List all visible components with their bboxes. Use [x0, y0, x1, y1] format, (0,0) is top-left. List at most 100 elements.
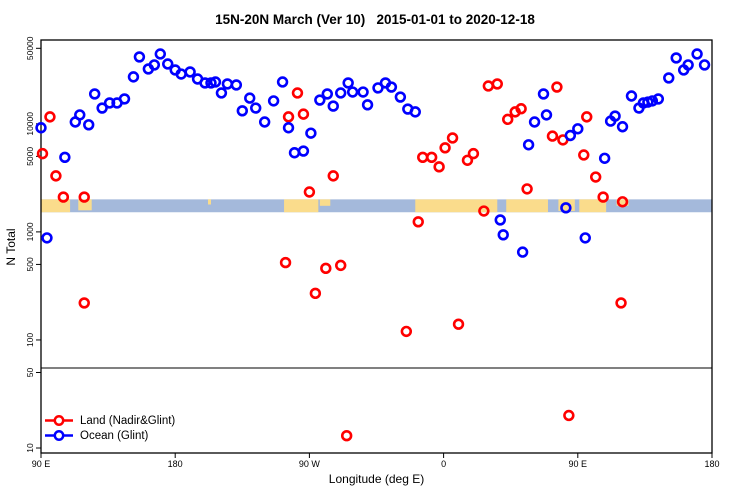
- data-point-ocean: [83, 119, 95, 131]
- data-point-ocean: [258, 116, 271, 128]
- data-point-land: [581, 111, 593, 123]
- data-point-land: [439, 142, 451, 154]
- data-point-land: [327, 170, 339, 182]
- x-tick-label: 0: [441, 459, 446, 469]
- data-point-land: [597, 191, 609, 203]
- data-point-ocean: [625, 90, 638, 102]
- data-point-ocean: [282, 122, 295, 134]
- x-tick-label: 180: [168, 459, 183, 469]
- y-tick-label: 10: [25, 443, 35, 453]
- data-point-ocean: [288, 147, 301, 159]
- data-point-land: [521, 183, 533, 195]
- map-strip-land: [506, 199, 548, 213]
- map-strip-land: [579, 199, 607, 213]
- data-point-ocean: [199, 77, 211, 89]
- data-point-land: [335, 259, 347, 272]
- data-point-ocean: [327, 100, 339, 112]
- data-point-land: [446, 132, 459, 144]
- data-point-ocean: [698, 59, 711, 71]
- data-point-ocean: [305, 127, 317, 139]
- data-point-ocean: [609, 110, 621, 122]
- legend: Land (Nadir&Glint) Ocean (Glint): [44, 413, 175, 443]
- data-point-ocean: [321, 88, 333, 100]
- x-tick-label: 90 E: [569, 459, 588, 469]
- map-strip-land: [319, 199, 331, 206]
- data-point-land: [50, 170, 62, 182]
- map-strip-land: [616, 199, 629, 206]
- ocean-legend-symbol: [45, 430, 73, 441]
- data-point-ocean: [682, 59, 694, 71]
- data-point-land: [303, 186, 316, 198]
- data-point-ocean: [616, 121, 629, 133]
- data-point-ocean: [409, 106, 421, 118]
- data-point-land: [412, 216, 424, 228]
- data-point-ocean: [96, 102, 108, 114]
- data-point-land: [309, 287, 322, 300]
- data-point-ocean: [497, 229, 509, 241]
- data-point-land: [78, 191, 90, 203]
- data-point-land: [615, 297, 627, 309]
- y-axis-label: N Total: [4, 228, 18, 266]
- data-point-ocean: [572, 123, 584, 135]
- legend-item-land: Land (Nadir&Glint): [44, 413, 175, 428]
- data-point-land: [563, 409, 575, 422]
- map-strip-land: [415, 199, 498, 213]
- data-point-ocean: [670, 52, 682, 64]
- map-strip-land: [208, 199, 211, 205]
- data-point-land: [452, 318, 465, 330]
- map-strip-land: [284, 199, 319, 213]
- data-point-ocean: [230, 79, 243, 91]
- data-point-ocean: [394, 91, 407, 103]
- data-point-ocean: [357, 86, 369, 98]
- legend-label-ocean: Ocean (Glint): [80, 429, 149, 442]
- data-point-land: [78, 297, 90, 309]
- data-point-land: [44, 111, 56, 123]
- legend-item-ocean: Ocean (Glint): [44, 428, 175, 443]
- data-point-ocean: [691, 48, 703, 60]
- map-strip-land: [558, 199, 575, 211]
- data-point-ocean: [372, 82, 384, 94]
- data-point-ocean: [35, 122, 47, 134]
- data-point-ocean: [74, 109, 86, 121]
- data-point-land: [616, 196, 629, 208]
- data-point-land: [297, 108, 310, 120]
- data-point-ocean: [297, 145, 310, 157]
- data-point-ocean: [560, 202, 572, 214]
- data-point-land: [36, 147, 49, 160]
- data-point-ocean: [221, 78, 234, 90]
- data-point-ocean: [522, 139, 535, 151]
- data-point-ocean: [244, 92, 256, 104]
- data-point-land: [417, 151, 429, 164]
- data-point-ocean: [209, 76, 222, 88]
- data-point-ocean: [250, 102, 262, 114]
- data-point-land: [515, 103, 527, 115]
- data-point-ocean: [564, 129, 577, 142]
- data-point-ocean: [663, 72, 675, 84]
- data-point-ocean: [127, 71, 140, 83]
- y-tick-label: 5000: [25, 147, 35, 166]
- x-axis-label: Longitude (deg E): [328, 472, 425, 486]
- data-point-ocean: [537, 88, 550, 100]
- data-point-ocean: [314, 94, 326, 106]
- data-point-ocean: [516, 246, 529, 258]
- data-point-ocean: [118, 93, 131, 105]
- data-point-land: [282, 111, 295, 123]
- data-point-ocean: [236, 105, 249, 117]
- data-point-land: [425, 151, 438, 164]
- data-point-ocean: [335, 87, 347, 99]
- data-point-land: [578, 149, 590, 161]
- data-point-ocean: [540, 109, 553, 121]
- land-legend-symbol: [45, 415, 73, 426]
- data-point-land: [291, 87, 304, 99]
- x-tick-label: 180: [704, 459, 719, 469]
- data-point-ocean: [652, 93, 665, 105]
- data-point-ocean: [148, 59, 161, 71]
- data-point-ocean: [267, 95, 280, 107]
- data-point-ocean: [579, 232, 591, 244]
- data-point-land: [461, 154, 474, 166]
- data-point-land: [482, 80, 495, 92]
- data-point-land: [491, 78, 503, 90]
- data-point-ocean: [494, 214, 506, 226]
- data-point-land: [467, 147, 480, 160]
